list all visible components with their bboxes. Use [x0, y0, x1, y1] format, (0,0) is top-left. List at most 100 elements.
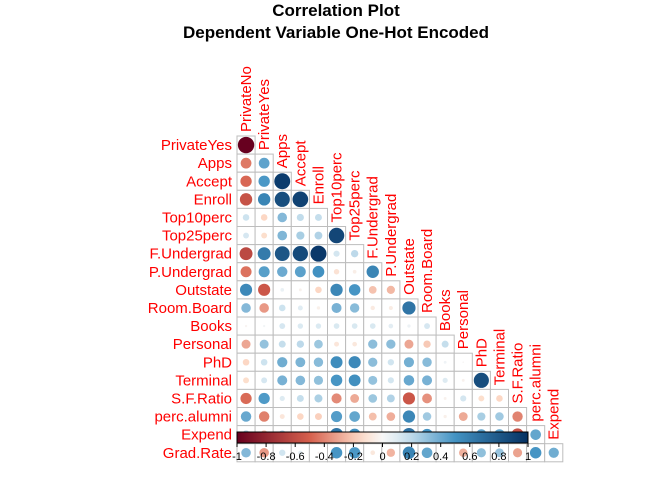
correlation-circle [310, 245, 327, 262]
correlation-circle [261, 232, 268, 239]
correlation-circle [368, 412, 377, 421]
correlation-circle [241, 303, 251, 313]
correlation-circle [277, 230, 288, 241]
correlation-circle [403, 375, 415, 386]
colorbar-ticks: -1 -0.8 -0.6 -0.4 -0.2 0 0.2 0.4 0.6 0.8 1 [232, 443, 531, 463]
column-label: S.F.Ratio [510, 343, 527, 404]
correlation-circle [260, 214, 268, 221]
correlation-circle [316, 306, 321, 310]
correlation-circle [368, 375, 378, 385]
colorbar-tick-label: -0.2 [344, 451, 363, 463]
correlation-circle [277, 266, 288, 277]
correlation-circle [460, 395, 467, 402]
correlation-circle [280, 288, 285, 292]
correlation-circle [258, 283, 271, 296]
correlation-circle [331, 302, 342, 313]
correlation-circle [315, 286, 322, 294]
row-label: Top10perc [162, 209, 233, 226]
correlation-circle [422, 412, 432, 421]
correlation-circle [370, 450, 376, 456]
correlation-circle [241, 447, 251, 458]
correlation-circle [330, 356, 343, 369]
correlation-circle [387, 377, 394, 384]
correlation-circle [328, 227, 345, 244]
column-label: Top10perc [329, 152, 346, 223]
column-label: F.Undergrad [365, 176, 382, 259]
row-label: PhD [203, 354, 232, 371]
correlation-circle [279, 395, 285, 402]
column-label: Apps [274, 134, 291, 168]
correlation-circle [259, 303, 269, 313]
correlation-circle [350, 394, 360, 403]
row-label: Room.Board [148, 300, 232, 317]
correlation-circle [330, 283, 343, 296]
correlation-circle [314, 339, 323, 349]
correlation-circle [422, 357, 432, 367]
correlation-circle [258, 392, 270, 405]
correlation-circle [368, 286, 377, 294]
correlation-circle [349, 411, 360, 422]
correlation-circle [278, 340, 286, 348]
correlation-circle [277, 357, 288, 368]
column-label: PrivateNo [238, 66, 255, 132]
correlation-circle [350, 249, 359, 258]
correlation-circle [473, 372, 489, 388]
correlation-circle [348, 284, 361, 296]
correlation-circle [314, 231, 323, 240]
correlation-circle [240, 266, 252, 278]
column-label: Outstate [401, 238, 418, 295]
row-label: perc.alumni [154, 409, 232, 426]
correlation-circle [330, 410, 343, 423]
column-label: Books [437, 289, 454, 331]
correlation-circle [443, 414, 447, 419]
correlation-circle [386, 339, 396, 349]
correlation-circle [314, 213, 322, 221]
correlation-circle [402, 392, 416, 405]
correlation-circle [512, 448, 523, 458]
correlation-circle [368, 394, 378, 403]
correlation-circle [240, 175, 252, 187]
row-label: Apps [198, 155, 232, 172]
correlation-circle [296, 213, 304, 222]
correlation-circle [333, 323, 340, 329]
correlation-circle [422, 375, 433, 386]
correlation-circle [331, 393, 342, 404]
row-label: P.Undergrad [149, 264, 232, 281]
column-label: Expend [546, 389, 563, 440]
correlation-circle [424, 323, 431, 330]
correlation-circle [333, 269, 340, 275]
correlation-circle [258, 175, 270, 187]
correlation-circle [274, 173, 291, 190]
correlation-circle [313, 357, 324, 367]
row-label: Enroll [194, 191, 232, 208]
correlation-circle [442, 377, 448, 383]
correlation-circle [402, 446, 416, 459]
correlation-circle [368, 339, 378, 349]
colorbar-tick-label: -0.6 [286, 451, 305, 463]
correlation-circle [279, 414, 285, 420]
column-label: Terminal [491, 329, 508, 386]
correlation-circle [404, 339, 414, 349]
correlation-circle [279, 323, 286, 330]
correlation-circle [443, 397, 447, 400]
correlation-circle [240, 411, 252, 422]
correlation-circle [348, 374, 361, 387]
colorbar-tick-label: 0.4 [433, 451, 448, 463]
colorbar-tick-label: -0.8 [257, 451, 276, 463]
colorbar-tick-label: 0.2 [404, 451, 419, 463]
correlation-circle [297, 413, 304, 420]
correlation-circle [297, 305, 303, 311]
row-label: Accept [186, 173, 233, 190]
correlation-circle [242, 358, 250, 366]
colorbar-tick-label: 1 [525, 451, 531, 463]
column-label: perc.alumni [528, 344, 545, 422]
correlation-circle [369, 323, 376, 329]
row-label: Terminal [175, 372, 232, 389]
correlation-circle [333, 250, 340, 257]
correlation-circle [314, 394, 323, 403]
correlation-circle [277, 212, 288, 223]
cell-grid [236, 135, 564, 463]
correlation-circle [259, 447, 269, 458]
